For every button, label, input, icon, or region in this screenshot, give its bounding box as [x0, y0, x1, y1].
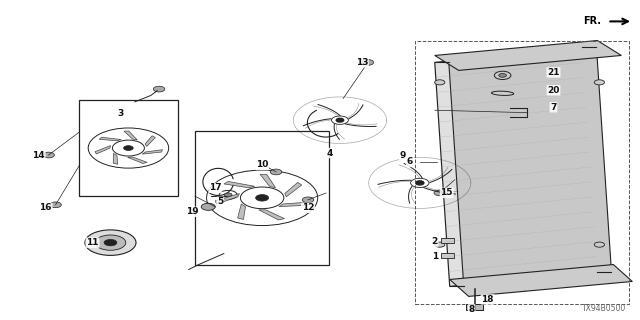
- Text: 2: 2: [431, 237, 438, 246]
- Text: 15: 15: [440, 188, 453, 197]
- Bar: [195, 131, 329, 265]
- Circle shape: [595, 242, 605, 247]
- Circle shape: [154, 86, 165, 92]
- Text: 5: 5: [217, 197, 223, 206]
- Polygon shape: [95, 146, 111, 154]
- Polygon shape: [435, 41, 621, 70]
- Text: 9: 9: [399, 150, 406, 160]
- Text: 17: 17: [209, 183, 221, 192]
- Circle shape: [499, 74, 506, 77]
- Text: FR.: FR.: [583, 16, 601, 27]
- Text: 12: 12: [302, 203, 314, 212]
- Circle shape: [255, 195, 269, 201]
- Circle shape: [595, 80, 605, 85]
- Text: 21: 21: [547, 68, 560, 77]
- Polygon shape: [145, 136, 156, 147]
- Circle shape: [416, 181, 424, 185]
- Text: 3: 3: [117, 109, 124, 118]
- Polygon shape: [435, 47, 597, 286]
- Bar: [442, 238, 454, 243]
- Polygon shape: [215, 194, 239, 204]
- Polygon shape: [259, 210, 284, 220]
- Text: 11: 11: [86, 238, 99, 247]
- Circle shape: [201, 203, 215, 210]
- Text: 14: 14: [32, 150, 45, 160]
- Polygon shape: [237, 204, 246, 220]
- Circle shape: [434, 190, 445, 196]
- Text: 10: 10: [256, 160, 268, 170]
- Text: 7: 7: [550, 103, 557, 112]
- Circle shape: [95, 235, 126, 250]
- Circle shape: [302, 197, 314, 203]
- Polygon shape: [449, 47, 611, 286]
- Bar: [442, 253, 454, 258]
- Bar: [467, 304, 483, 310]
- Circle shape: [225, 193, 232, 197]
- Text: 18: 18: [481, 295, 494, 304]
- Text: 19: 19: [186, 207, 198, 216]
- Bar: [415, 41, 629, 304]
- Circle shape: [43, 152, 54, 158]
- Polygon shape: [113, 154, 118, 164]
- Circle shape: [336, 118, 344, 122]
- Ellipse shape: [492, 91, 514, 95]
- Bar: [79, 100, 178, 196]
- Polygon shape: [285, 182, 301, 197]
- Polygon shape: [124, 131, 137, 140]
- Polygon shape: [142, 150, 163, 154]
- Text: 16: 16: [39, 203, 52, 212]
- Text: 13: 13: [356, 58, 368, 67]
- Circle shape: [270, 169, 282, 175]
- Polygon shape: [450, 265, 632, 296]
- Polygon shape: [279, 202, 308, 207]
- Circle shape: [435, 242, 445, 247]
- Text: 4: 4: [327, 148, 333, 157]
- Circle shape: [494, 71, 511, 79]
- Polygon shape: [260, 174, 276, 188]
- Circle shape: [85, 230, 136, 255]
- Polygon shape: [224, 181, 255, 188]
- Polygon shape: [127, 157, 147, 164]
- Circle shape: [104, 239, 117, 246]
- Text: 1: 1: [431, 252, 438, 261]
- Circle shape: [435, 80, 445, 85]
- Polygon shape: [99, 137, 121, 141]
- Circle shape: [50, 202, 61, 208]
- Text: TX94B0500: TX94B0500: [582, 304, 627, 313]
- Text: 8: 8: [468, 305, 475, 314]
- Text: 20: 20: [547, 86, 559, 95]
- Circle shape: [124, 146, 133, 150]
- Circle shape: [362, 60, 374, 65]
- Text: 6: 6: [406, 157, 413, 166]
